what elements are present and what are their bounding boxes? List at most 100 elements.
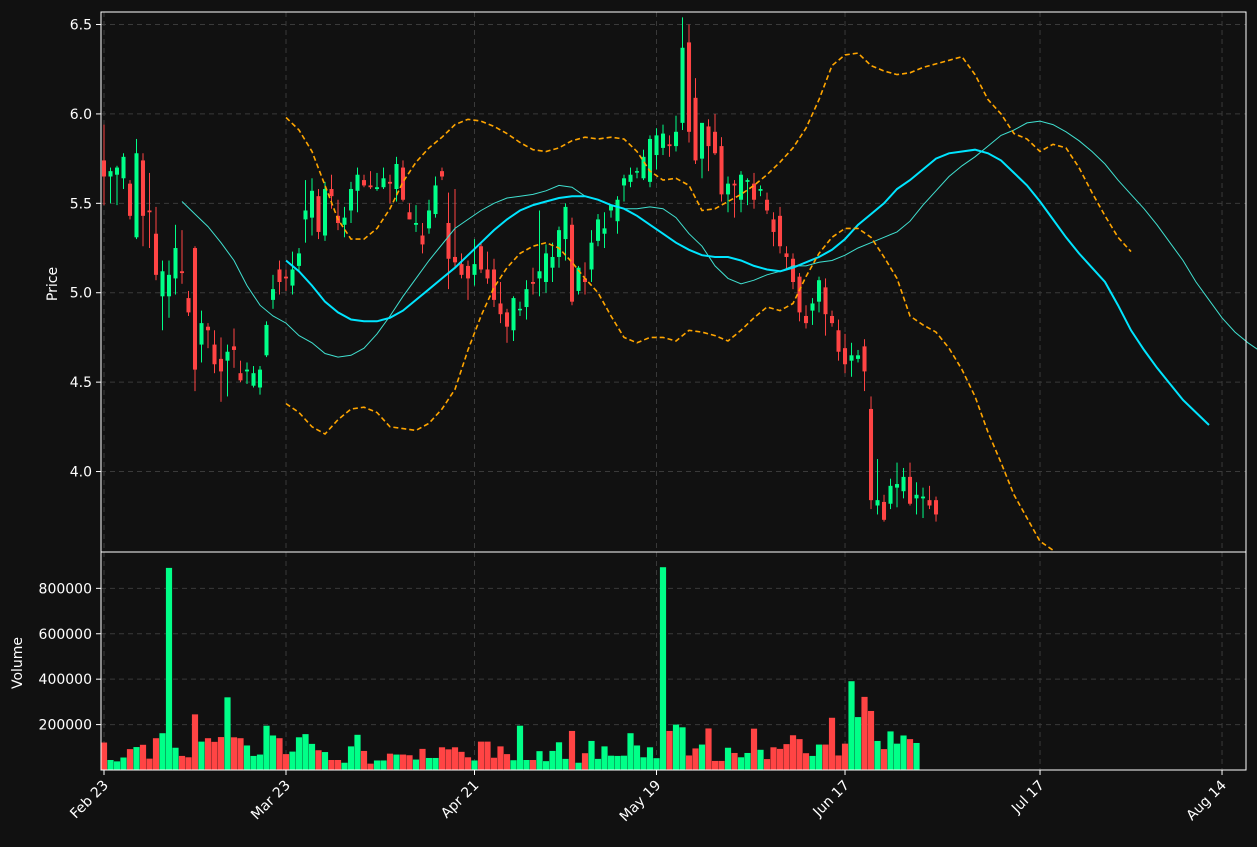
candle-body [218, 358, 224, 372]
volume-bar [737, 757, 745, 770]
candle-body [160, 271, 165, 297]
candle-body [108, 171, 113, 177]
volume-bar [698, 744, 706, 770]
volume-bar [568, 730, 576, 770]
candle-body [777, 215, 783, 247]
candle-body [758, 189, 763, 191]
volume-bar [380, 760, 387, 770]
volume-bar [815, 744, 823, 770]
candle-body [290, 269, 295, 286]
candle-body [589, 242, 594, 270]
price-tick-label: 5.5 [70, 196, 92, 212]
volume-bar [718, 760, 725, 770]
volume-bar [724, 747, 732, 770]
volume-bar [666, 730, 673, 770]
volume-bar [672, 724, 680, 770]
volume-bar [614, 755, 621, 770]
volume-bar [640, 757, 647, 770]
candle-body [810, 303, 815, 311]
volume-bar [588, 740, 595, 770]
candle-body [257, 369, 263, 388]
volume-bar [536, 751, 543, 770]
candle-body [342, 217, 347, 225]
candle-body [439, 171, 445, 177]
candle-body [368, 185, 373, 188]
volume-bar [555, 742, 563, 770]
candle-body [511, 298, 516, 331]
candle-body [823, 287, 828, 315]
candle-body [348, 189, 354, 211]
candle-body [264, 324, 269, 356]
candle-body [895, 484, 900, 488]
candle-body [296, 253, 302, 266]
candle-body [543, 253, 549, 282]
candle-body [882, 501, 887, 520]
candle-body [387, 181, 393, 184]
volume-bar [315, 750, 322, 770]
price-tick-label: 4.0 [70, 465, 92, 481]
price-tick-label: 5.0 [70, 286, 92, 302]
volume-bar [627, 733, 634, 770]
candle-body [524, 289, 529, 308]
volume-bar [412, 759, 420, 770]
volume-bar [659, 567, 667, 770]
volume-bar [653, 758, 660, 770]
volume-bar [237, 738, 244, 770]
volume-bar [822, 744, 829, 770]
candles [101, 17, 939, 522]
volume-bar [880, 749, 888, 770]
volume-bar [185, 757, 192, 770]
volume-bar [510, 760, 517, 770]
volume-bar [913, 742, 920, 770]
candle-body [270, 289, 276, 300]
volume-bar [230, 737, 238, 770]
volume-bar [107, 760, 114, 770]
candle-body [830, 315, 835, 324]
volume-bar [172, 747, 179, 770]
candle-body [114, 167, 120, 175]
candle-body [745, 180, 750, 182]
candle-body [719, 146, 724, 195]
candle-body [244, 369, 250, 372]
volume-bar [250, 755, 257, 770]
candle-body [225, 351, 230, 361]
candle-body [433, 185, 438, 215]
band-line [285, 227, 1054, 551]
candle-body [901, 476, 906, 492]
candle-body [673, 131, 679, 147]
band-line [285, 52, 1132, 253]
candle-body [550, 256, 555, 268]
time-tick-label: Feb 23 [67, 778, 112, 823]
volume-bar [217, 737, 225, 770]
volume-tick-label: 600000 [39, 627, 92, 643]
volume-bar [633, 745, 641, 770]
volume-bar [562, 758, 569, 770]
candle-body [869, 408, 874, 501]
candle-body [771, 219, 776, 232]
volume-bar [692, 748, 699, 770]
volume-bar [243, 745, 251, 770]
volume-bar [406, 755, 413, 770]
volume-bar [906, 739, 914, 770]
volume-bar [854, 717, 862, 770]
candle-body [153, 233, 159, 275]
volume-bar [224, 697, 231, 770]
volume-bar [321, 752, 329, 770]
volume-bar [139, 744, 147, 770]
volume-bar [757, 749, 764, 770]
volume-bar [445, 749, 452, 770]
volume-bar [120, 757, 127, 770]
time-tick-label: Mar 23 [248, 778, 294, 824]
candle-body [465, 265, 471, 279]
candle-body [121, 156, 126, 179]
volume-bar [867, 710, 875, 770]
candle-body [205, 326, 211, 331]
volume-bar [893, 743, 901, 770]
time-tick-label: May 19 [617, 778, 665, 826]
volume-bar [126, 749, 134, 770]
candle-body [875, 500, 880, 506]
candle-body [173, 248, 178, 279]
time-tick-label: Jul 17 [1008, 778, 1048, 818]
volume-bar [802, 753, 810, 770]
